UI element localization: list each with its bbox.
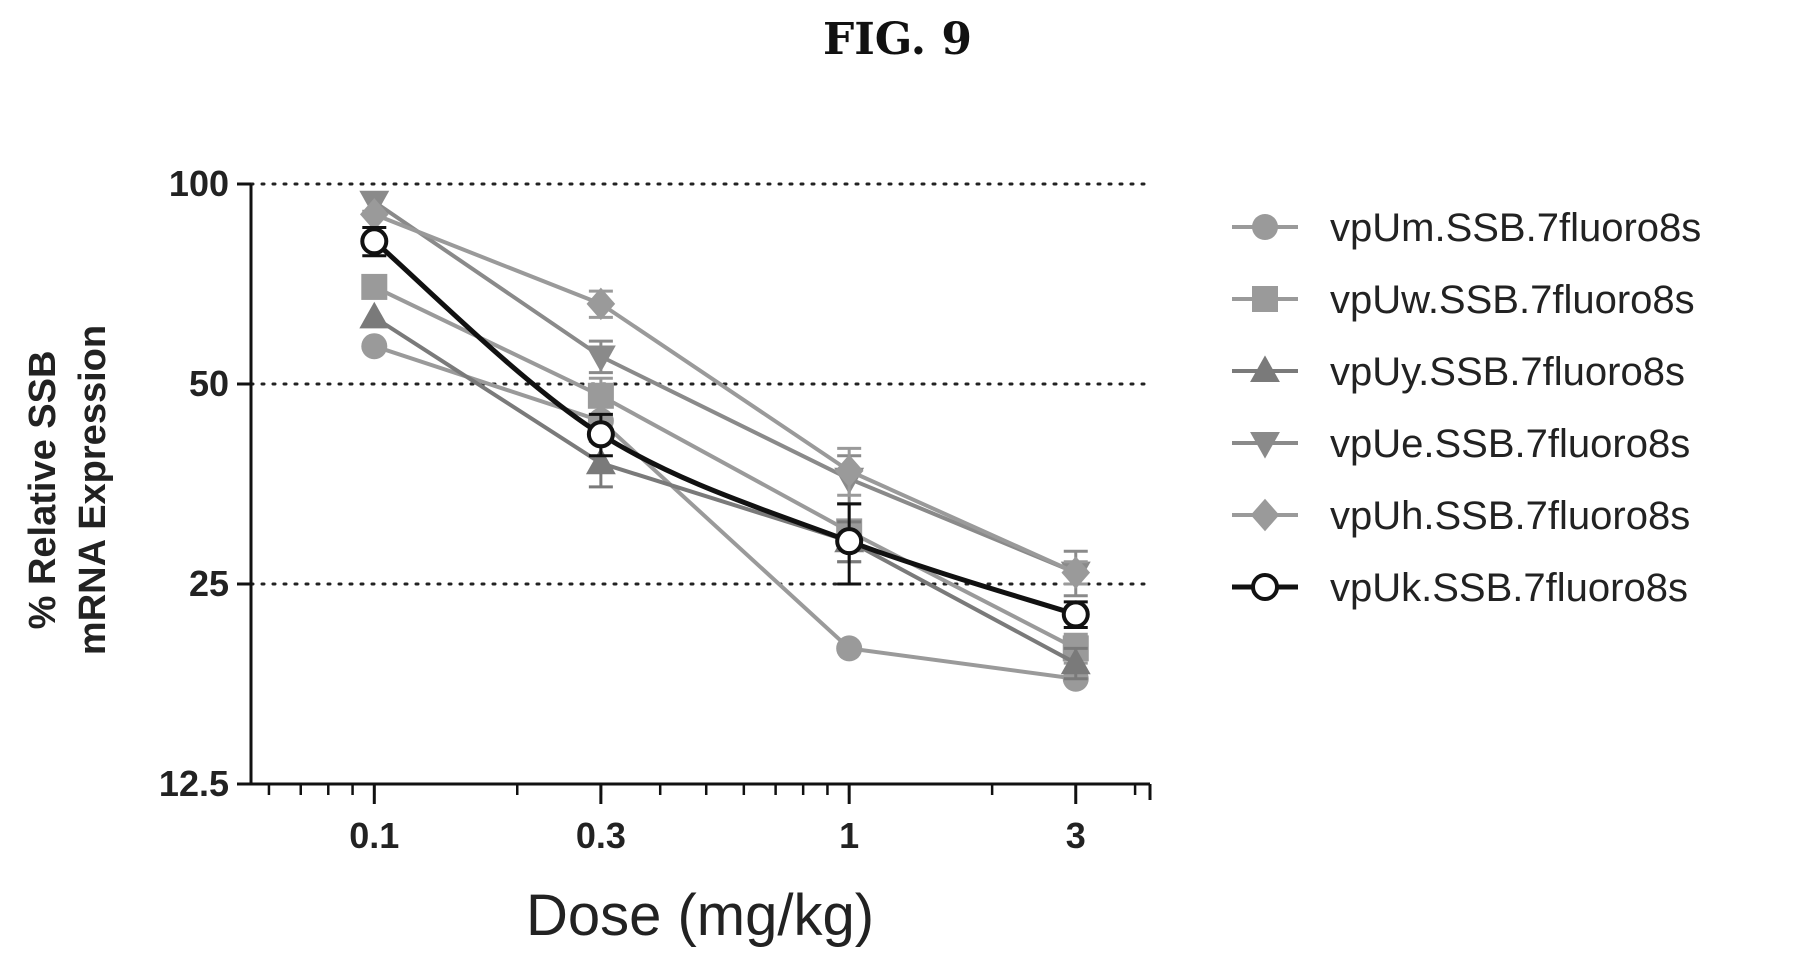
marker-diamond <box>1061 556 1091 589</box>
data-point <box>359 198 389 231</box>
legend-item: vpUh.SSB.7fluoro8s <box>1232 494 1690 538</box>
data-point <box>1061 556 1091 589</box>
series-group <box>359 190 1091 692</box>
legend-item: vpUw.SSB.7fluoro8s <box>1232 278 1695 322</box>
y-ticks: 12.5 25 50 100 <box>159 163 251 804</box>
series-line <box>372 239 1077 617</box>
legend-item: vpUy.SSB.7fluoro8s <box>1232 350 1685 394</box>
legend-item: vpUe.SSB.7fluoro8s <box>1232 422 1690 466</box>
data-point <box>1060 647 1091 675</box>
marker-square <box>361 273 388 300</box>
y-tick-label: 100 <box>169 163 229 204</box>
series-2 <box>359 301 1091 681</box>
marker-open-circle <box>1251 573 1279 601</box>
marker-triangle-up <box>1060 647 1091 675</box>
x-tick-label: 0.1 <box>349 815 399 856</box>
marker-square <box>587 382 614 409</box>
marker-triangle-down <box>585 345 616 373</box>
series-line <box>373 200 1077 575</box>
legend: vpUm.SSB.7fluoro8s vpUw.SSB.7fluoro8s vpUy… <box>1232 206 1701 610</box>
data-point <box>587 382 614 409</box>
series-line <box>373 344 1077 681</box>
series-line <box>373 285 1077 651</box>
y-axis-label-line2: mRNA Expression <box>72 325 114 655</box>
data-point <box>1250 431 1280 459</box>
marker-diamond <box>834 454 864 488</box>
x-ticks: 0.1 0.3 1 3 <box>267 784 1152 856</box>
legend-item: vpUk.SSB.7fluoro8s <box>1232 566 1688 610</box>
data-point <box>586 287 616 321</box>
data-point <box>360 227 389 256</box>
marker-diamond <box>586 287 616 321</box>
data-point <box>835 527 864 556</box>
data-point <box>1252 286 1278 312</box>
series-4 <box>359 198 1091 589</box>
marker-circle <box>361 333 388 360</box>
x-tick-label: 3 <box>1066 815 1086 856</box>
data-point <box>836 635 863 662</box>
marker-diamond <box>1250 498 1280 532</box>
data-point <box>834 454 864 488</box>
marker-triangle-up <box>1250 355 1280 383</box>
marker-diamond <box>359 198 389 231</box>
data-point <box>361 273 388 300</box>
marker-circle <box>1252 214 1278 240</box>
legend-label: vpUk.SSB.7fluoro8s <box>1330 566 1688 610</box>
axes <box>249 184 1150 786</box>
figure-label: FIG. 9 <box>822 14 973 65</box>
data-point <box>1061 600 1090 629</box>
legend-label: vpUm.SSB.7fluoro8s <box>1330 206 1701 250</box>
x-tick-label: 1 <box>839 815 859 856</box>
legend-label: vpUe.SSB.7fluoro8s <box>1330 422 1690 466</box>
marker-triangle-up <box>585 447 616 475</box>
marker-square <box>1252 286 1278 312</box>
data-point <box>361 333 388 360</box>
data-point <box>585 345 616 373</box>
y-tick-label: 25 <box>189 563 229 604</box>
marker-triangle-up <box>359 301 390 329</box>
series-5 <box>360 226 1090 630</box>
data-point <box>1250 355 1280 383</box>
legend-label: vpUy.SSB.7fluoro8s <box>1330 350 1685 394</box>
series-line <box>373 212 1077 575</box>
legend-item: vpUm.SSB.7fluoro8s <box>1232 206 1701 250</box>
series-line <box>373 315 1077 665</box>
marker-open-circle <box>586 420 615 449</box>
data-point <box>1250 498 1280 532</box>
data-point <box>1251 573 1279 601</box>
data-point <box>585 447 616 475</box>
y-axis-label-line1: % Relative SSB <box>22 351 64 630</box>
legend-label: vpUw.SSB.7fluoro8s <box>1330 278 1695 322</box>
marker-open-circle <box>1061 600 1090 629</box>
y-tick-label: 12.5 <box>159 763 229 804</box>
legend-label: vpUh.SSB.7fluoro8s <box>1330 494 1690 538</box>
marker-triangle-down <box>1250 431 1280 459</box>
data-point <box>1252 214 1278 240</box>
x-axis-label: Dose (mg/kg) <box>526 883 874 948</box>
y-tick-label: 50 <box>189 363 229 404</box>
marker-circle <box>836 635 863 662</box>
gridlines <box>249 182 1152 586</box>
data-point <box>359 301 390 329</box>
marker-open-circle <box>360 227 389 256</box>
x-tick-label: 0.3 <box>576 815 626 856</box>
data-point <box>586 420 615 449</box>
marker-open-circle <box>835 527 864 556</box>
